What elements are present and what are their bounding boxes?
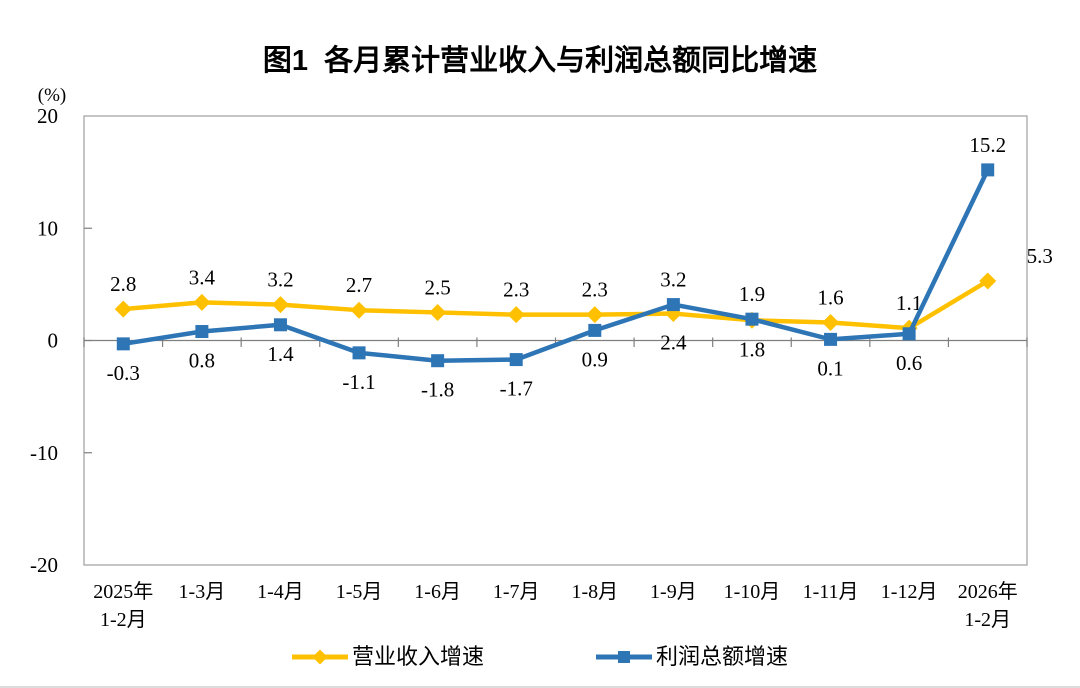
profit-data-marker bbox=[824, 332, 838, 346]
revenue-data-label: 2.7 bbox=[346, 273, 372, 297]
x-axis-category-label: 1-5月 bbox=[336, 581, 383, 603]
y-axis-tick-label: -10 bbox=[30, 441, 58, 465]
y-axis-tick-label: 10 bbox=[37, 216, 58, 240]
x-axis-category-label: 1-7月 bbox=[493, 581, 540, 603]
chart-legend: 营业收入增速 利润总额增速 bbox=[0, 646, 1080, 668]
bottom-divider bbox=[0, 686, 1080, 688]
profit-series-line-icon bbox=[596, 651, 652, 663]
profit-data-marker bbox=[902, 327, 916, 341]
y-axis-unit-label: (%) bbox=[38, 85, 66, 106]
profit-data-label: -1.8 bbox=[421, 378, 454, 402]
revenue-data-marker bbox=[350, 301, 368, 319]
profit-data-label: 15.2 bbox=[969, 133, 1006, 157]
revenue-data-marker bbox=[271, 296, 289, 314]
revenue-data-label: 2.4 bbox=[660, 331, 687, 355]
chart-title: 图1 各月累计营业收入与利润总额同比增速 bbox=[262, 45, 818, 77]
x-axis-category-label: 1-11月 bbox=[803, 581, 859, 603]
profit-data-marker bbox=[273, 318, 287, 332]
profit-data-label: 0.1 bbox=[817, 356, 843, 380]
profit-data-label: -1.7 bbox=[500, 377, 533, 401]
revenue-data-marker bbox=[979, 272, 997, 290]
x-axis-category-label: 1-10月 bbox=[724, 581, 781, 603]
profit-data-label: 3.2 bbox=[660, 268, 686, 292]
revenue-data-label: 5.3 bbox=[1027, 244, 1053, 268]
revenue-data-label: 1.6 bbox=[817, 286, 843, 310]
x-axis-category-label: 2025年 bbox=[93, 580, 153, 603]
profit-data-marker bbox=[195, 325, 209, 339]
x-axis-category-label: 1-3月 bbox=[179, 581, 226, 603]
x-axis-category-label: 1-8月 bbox=[571, 581, 618, 603]
profit-data-label: 0.9 bbox=[582, 347, 608, 371]
profit-data-label: 0.6 bbox=[896, 351, 922, 375]
x-axis-category-label: 1-9月 bbox=[650, 581, 697, 603]
profit-data-marker bbox=[431, 354, 445, 368]
profit-data-marker bbox=[666, 298, 680, 312]
revenue-data-label: 3.2 bbox=[267, 268, 293, 292]
revenue-data-marker bbox=[193, 293, 211, 311]
revenue-data-marker bbox=[586, 306, 604, 324]
x-axis-category-label: 1-12月 bbox=[881, 581, 938, 603]
revenue-data-marker bbox=[429, 303, 447, 321]
profit-series-line bbox=[121, 167, 990, 363]
profit-data-label: -0.3 bbox=[107, 361, 140, 385]
revenue-data-label: 2.8 bbox=[110, 272, 136, 296]
profit-data-label: 1.4 bbox=[267, 342, 294, 366]
profit-data-marker bbox=[509, 353, 523, 367]
profit-data-label: -1.1 bbox=[342, 370, 375, 394]
legend-item-revenue: 营业收入增速 bbox=[291, 644, 484, 669]
x-axis-category-label: 2026年 bbox=[958, 580, 1018, 603]
legend-label-revenue: 营业收入增速 bbox=[351, 644, 484, 669]
y-axis-tick-label: 20 bbox=[37, 104, 58, 128]
revenue-series-line-icon bbox=[291, 649, 348, 665]
revenue-data-label: 3.4 bbox=[189, 265, 216, 289]
revenue-data-marker bbox=[822, 314, 840, 332]
profit-data-label: 1.9 bbox=[739, 282, 765, 306]
profit-data-marker bbox=[981, 163, 995, 177]
y-axis-tick-label: -20 bbox=[30, 553, 58, 577]
revenue-data-label: 2.5 bbox=[425, 275, 451, 299]
x-axis-category-label: 1-2月 bbox=[100, 609, 147, 631]
revenue-data-label: 1.8 bbox=[739, 337, 765, 361]
revenue-data-label: 2.3 bbox=[503, 278, 529, 302]
profit-data-marker bbox=[116, 337, 130, 351]
profit-data-marker bbox=[745, 312, 759, 326]
profit-data-label: 0.8 bbox=[189, 349, 215, 373]
x-axis-category-label: 1-6月 bbox=[414, 581, 461, 603]
x-axis-category-label: 1-4月 bbox=[257, 581, 304, 603]
revenue-data-marker bbox=[507, 306, 525, 324]
revenue-series-line bbox=[121, 278, 990, 331]
profit-data-marker bbox=[588, 323, 602, 337]
legend-label-profit: 利润总额增速 bbox=[656, 644, 789, 669]
profit-data-marker bbox=[352, 346, 366, 360]
x-axis-category-label: 1-2月 bbox=[964, 609, 1011, 631]
revenue-data-marker bbox=[114, 300, 132, 318]
revenue-data-label: 2.3 bbox=[582, 278, 608, 302]
y-axis-tick-label: 0 bbox=[48, 329, 59, 353]
legend-item-profit: 利润总额增速 bbox=[596, 646, 788, 668]
